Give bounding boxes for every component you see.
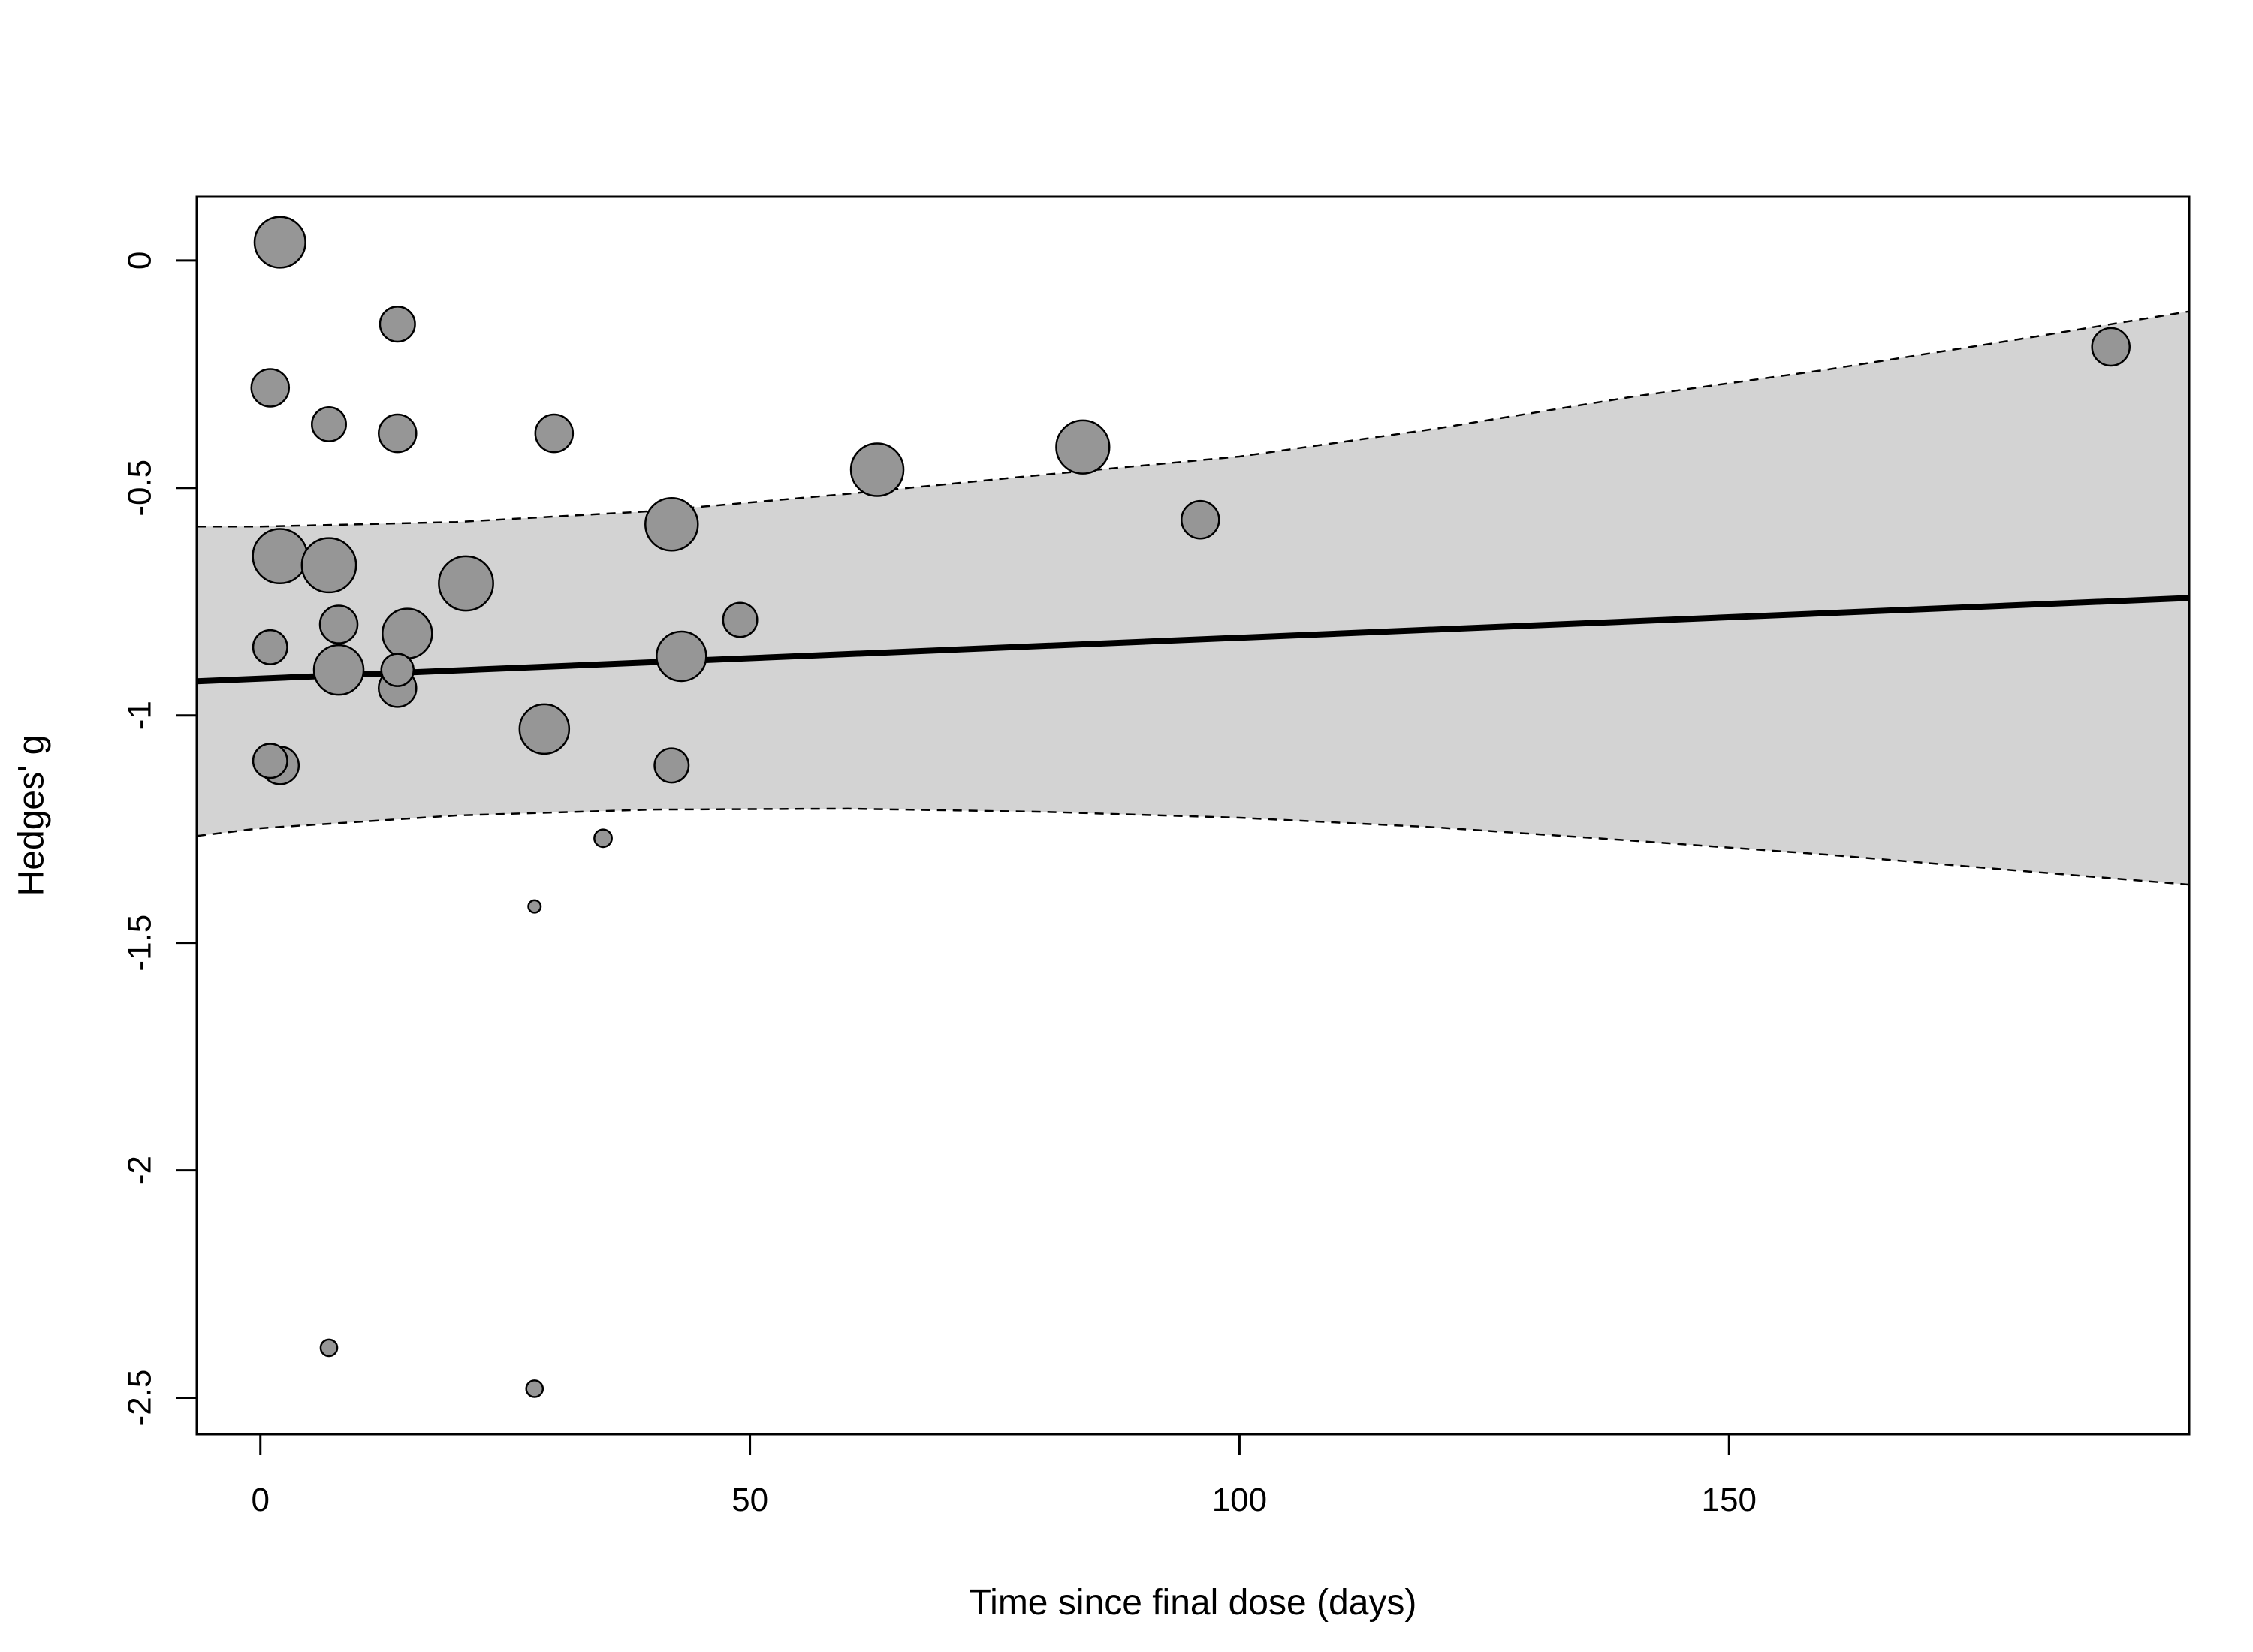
y-tick-label: -0.5: [122, 460, 158, 517]
regression-line: [196, 595, 2190, 685]
data-point: [253, 216, 306, 269]
data-point: [593, 828, 613, 849]
data-point: [525, 1379, 544, 1398]
x-axis: 0 50 100 150: [251, 1433, 1757, 1518]
x-axis-label: Time since final dose (days): [970, 1583, 1417, 1623]
data-point: [318, 604, 359, 644]
data-point: [377, 413, 418, 454]
data-point: [644, 496, 699, 552]
y-axis-label: Hedges' g: [12, 735, 52, 897]
confidence-band: [197, 311, 2189, 885]
data-point: [722, 601, 759, 638]
data-point: [252, 528, 309, 585]
data-point: [527, 899, 542, 914]
data-point: [319, 1338, 339, 1358]
y-tick-label: -1: [122, 701, 158, 730]
data-point: [1181, 499, 1220, 540]
confidence-band-group: [196, 310, 2190, 886]
data-point: [1055, 419, 1111, 475]
data-point: [534, 413, 575, 454]
data-point: [849, 442, 905, 497]
data-point: [379, 306, 416, 343]
regression-group: [196, 595, 2190, 685]
x-tick-label: 100: [1212, 1482, 1267, 1518]
y-tick-label: -1.5: [122, 915, 158, 972]
y-tick-label: -2: [122, 1156, 158, 1185]
ci-lower-line: [196, 807, 2190, 886]
x-tick-label: 0: [251, 1482, 269, 1518]
data-point: [382, 607, 433, 659]
x-tick-label: 150: [1702, 1482, 1757, 1518]
data-point: [311, 405, 347, 442]
x-tick-label: 50: [731, 1482, 768, 1518]
y-tick-label: -2.5: [122, 1370, 158, 1427]
y-tick-label: 0: [122, 252, 158, 270]
data-point: [252, 743, 288, 779]
data-point: [2091, 327, 2131, 367]
data-point: [380, 653, 415, 687]
data-point: [656, 630, 707, 683]
y-axis: 0 -0.5 -1 -1.5 -2 -2.5: [122, 252, 198, 1427]
data-point: [518, 703, 571, 755]
data-point: [252, 629, 288, 665]
ci-upper-line: [197, 310, 2190, 528]
data-point: [438, 555, 494, 612]
data-points-group: [250, 216, 2131, 1398]
data-point: [312, 644, 365, 696]
data-point: [300, 537, 357, 594]
data-point: [653, 747, 690, 784]
data-point: [250, 368, 291, 408]
